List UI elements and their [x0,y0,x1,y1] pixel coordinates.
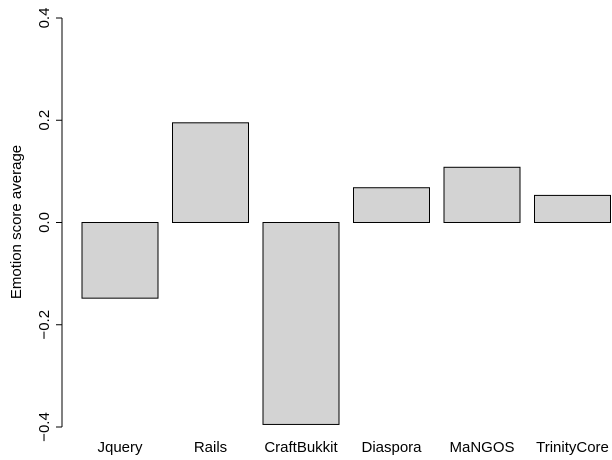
category-label-diaspora: Diaspora [361,439,422,456]
y-tick-label: 0.4 [36,8,53,29]
bar-mangos [443,166,521,224]
bars [81,122,611,425]
y-tick-label: −0.4 [36,412,53,442]
category-label-trinitycore: TrinityCore [536,439,609,456]
category-label-craftbukkit: CraftBukkit [264,439,338,456]
y-tick-label: 0.2 [36,110,53,131]
y-axis: 0.4 0.2 0.0 −0.2 −0.4 [36,8,63,442]
category-label-jquery: Jquery [97,439,143,456]
bar-rails [172,122,249,223]
y-tick-label: −0.2 [36,310,53,340]
bar-craftbukkit [262,222,340,425]
category-label-mangos: MaNGOS [449,439,514,456]
y-axis-title: Emotion score average [8,145,25,299]
y-tick-label: 0.0 [36,212,53,233]
bar-trinitycore [534,194,611,223]
bar-jquery [81,222,159,299]
category-label-rails: Rails [194,439,227,456]
bar-diaspora [353,187,430,223]
category-labels: Jquery Rails CraftBukkit Diaspora MaNGOS Trin… [97,439,608,456]
